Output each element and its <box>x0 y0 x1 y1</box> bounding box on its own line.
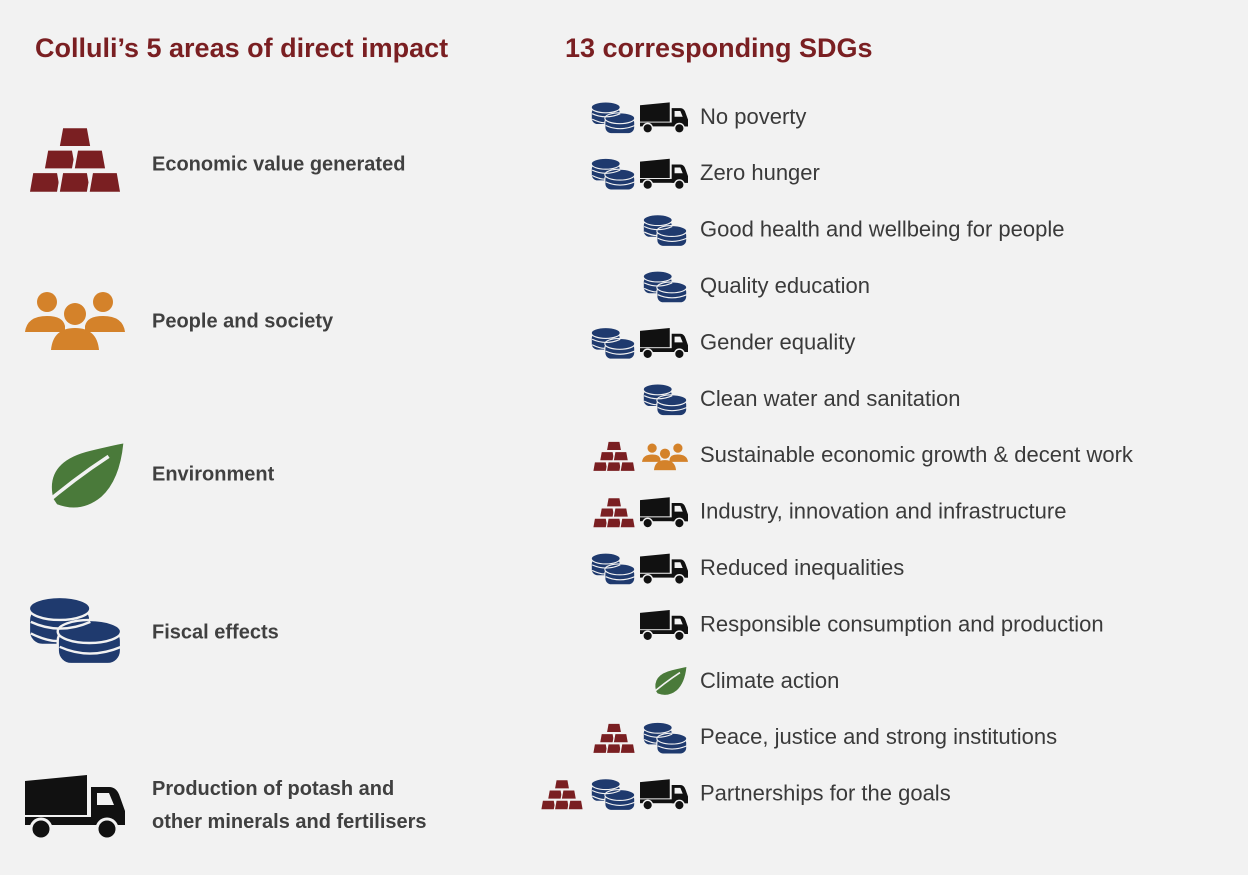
icon-truck <box>640 609 688 642</box>
icon-coins <box>590 157 636 191</box>
icon-truck <box>640 496 688 529</box>
sdg-label: Quality education <box>700 273 870 298</box>
icon-coins <box>642 383 688 417</box>
icon-bars <box>592 440 636 473</box>
icon-bars <box>540 778 584 811</box>
area-label: People and society <box>152 310 334 332</box>
icon-truck <box>640 778 688 811</box>
icon-truck <box>640 327 688 360</box>
area-label: other minerals and fertilisers <box>152 811 427 833</box>
icon-coins <box>590 552 636 586</box>
sdg-label: Clean water and sanitation <box>700 386 961 411</box>
area-label: Production of potash and <box>152 778 394 800</box>
icon-people <box>642 443 688 471</box>
icon-leaf <box>35 443 126 513</box>
right-title: 13 corresponding SDGs <box>565 33 873 63</box>
icon-bars <box>27 125 123 195</box>
icon-truck <box>640 158 688 191</box>
left-title: Colluli’s 5 areas of direct impact <box>35 33 448 63</box>
icon-truck <box>640 102 688 134</box>
icon-truck <box>25 775 125 840</box>
sdg-label: Responsible consumption and production <box>700 611 1104 636</box>
icon-bars <box>592 722 636 755</box>
sdg-label: Industry, innovation and infrastructure <box>700 499 1066 524</box>
icon-coins <box>642 270 688 304</box>
icon-bars <box>592 496 636 529</box>
sdg-label: Good health and wellbeing for people <box>700 217 1065 242</box>
icon-coins <box>590 326 636 360</box>
icon-coins <box>642 214 688 248</box>
area-label: Environment <box>152 463 275 485</box>
sdg-label: Peace, justice and strong institutions <box>700 724 1057 749</box>
icon-people <box>25 292 125 350</box>
area-label: Economic value generated <box>152 153 405 175</box>
icon-coins <box>590 101 636 135</box>
icon-leaf <box>648 666 688 698</box>
sdg-label: Climate action <box>700 668 839 693</box>
icon-coins <box>642 721 688 755</box>
icon-truck <box>640 553 688 586</box>
sdg-label: No poverty <box>700 104 806 129</box>
sdg-label: Sustainable economic growth & decent wor… <box>700 442 1134 467</box>
sdg-label: Gender equality <box>700 329 855 354</box>
area-label: Fiscal effects <box>152 621 279 643</box>
sdg-label: Zero hunger <box>700 160 820 185</box>
icon-coins <box>27 595 123 666</box>
sdg-label: Reduced inequalities <box>700 555 904 580</box>
sdg-label: Partnerships for the goals <box>700 781 951 806</box>
icon-coins <box>590 778 636 812</box>
